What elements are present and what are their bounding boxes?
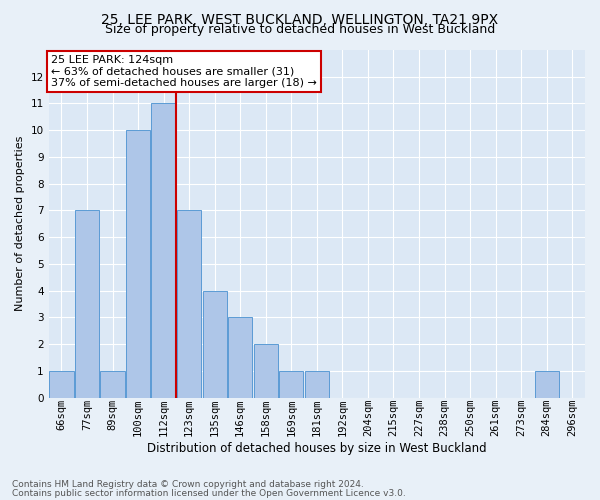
Bar: [151, 104, 176, 398]
Text: 25 LEE PARK: 124sqm
← 63% of detached houses are smaller (31)
37% of semi-detach: 25 LEE PARK: 124sqm ← 63% of detached ho…: [52, 55, 317, 88]
Bar: [203, 290, 227, 398]
Text: Contains HM Land Registry data © Crown copyright and database right 2024.: Contains HM Land Registry data © Crown c…: [12, 480, 364, 489]
Text: Contains public sector information licensed under the Open Government Licence v3: Contains public sector information licen…: [12, 489, 406, 498]
X-axis label: Distribution of detached houses by size in West Buckland: Distribution of detached houses by size …: [147, 442, 487, 455]
Bar: [254, 344, 278, 398]
Text: Size of property relative to detached houses in West Buckland: Size of property relative to detached ho…: [105, 24, 495, 36]
Y-axis label: Number of detached properties: Number of detached properties: [15, 136, 25, 312]
Text: 25, LEE PARK, WEST BUCKLAND, WELLINGTON, TA21 9PX: 25, LEE PARK, WEST BUCKLAND, WELLINGTON,…: [101, 12, 499, 26]
Bar: [279, 371, 304, 398]
Bar: [126, 130, 150, 398]
Bar: [228, 318, 253, 398]
Bar: [75, 210, 99, 398]
Bar: [49, 371, 74, 398]
Bar: [535, 371, 559, 398]
Bar: [177, 210, 201, 398]
Bar: [305, 371, 329, 398]
Bar: [100, 371, 125, 398]
